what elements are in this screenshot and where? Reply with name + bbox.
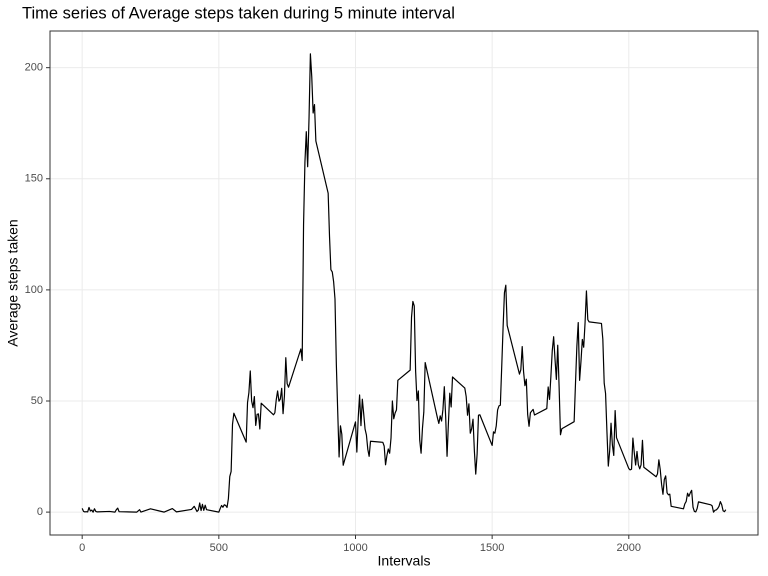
y-tick-label: 200 — [25, 62, 43, 74]
x-tick-label: 1500 — [480, 542, 504, 554]
x-tick-label: 500 — [210, 542, 228, 554]
x-tick-label: 0 — [79, 542, 85, 554]
y-tick-label: 50 — [31, 395, 43, 407]
x-axis-label: Intervals — [378, 553, 431, 569]
chart-title: Time series of Average steps taken durin… — [22, 4, 455, 22]
x-tick-label: 2000 — [617, 542, 641, 554]
y-tick-label: 150 — [25, 173, 43, 185]
y-tick-label: 100 — [25, 284, 43, 296]
y-axis-label: Average steps taken — [5, 219, 21, 346]
line — [81, 53, 727, 513]
panel-border — [49, 30, 759, 536]
x-tick-label: 1000 — [343, 542, 367, 554]
y-tick-label: 0 — [37, 506, 43, 518]
